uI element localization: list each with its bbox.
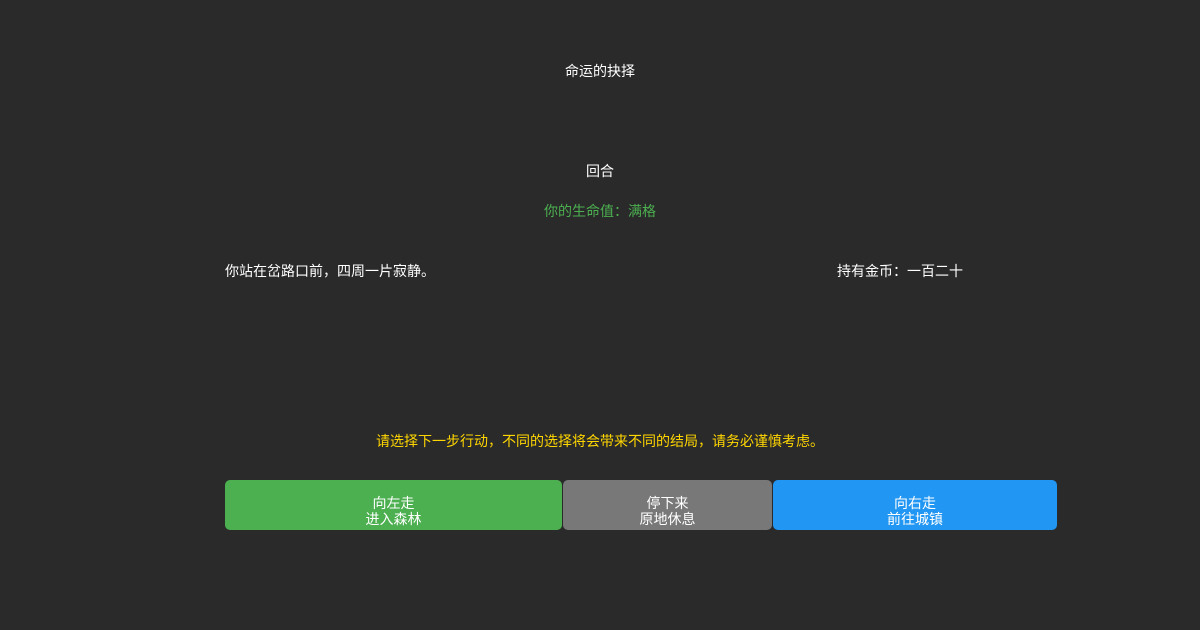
choice-button-3-line2: 前往城镇 [887, 512, 943, 528]
page-title: 命运的抉择 [565, 64, 635, 80]
gold-counter: 持有金币：一百二十 [837, 264, 963, 280]
choice-button-1[interactable]: 向左走 进入森林 [225, 480, 562, 530]
choice-button-1-line2: 进入森林 [365, 512, 422, 528]
choice-button-1-line1: 向左走 [372, 496, 415, 512]
choice-button-2[interactable]: 停下来 原地休息 [563, 480, 772, 530]
choice-button-2-line2: 原地休息 [639, 512, 696, 528]
choice-button-3[interactable]: 向右走 前往城镇 [773, 480, 1057, 530]
status-text: 你的生命值：满格 [544, 204, 656, 220]
scene-description: 你站在岔路口前，四周一片寂静。 [225, 264, 435, 280]
hint-text: 请选择下一步行动，不同的选择将会带来不同的结局，请务必谨慎考虑。 [376, 434, 824, 450]
choice-button-2-line1: 停下来 [646, 496, 689, 512]
round-label: 回合 [586, 164, 614, 180]
choice-button-3-line1: 向右走 [894, 496, 936, 512]
